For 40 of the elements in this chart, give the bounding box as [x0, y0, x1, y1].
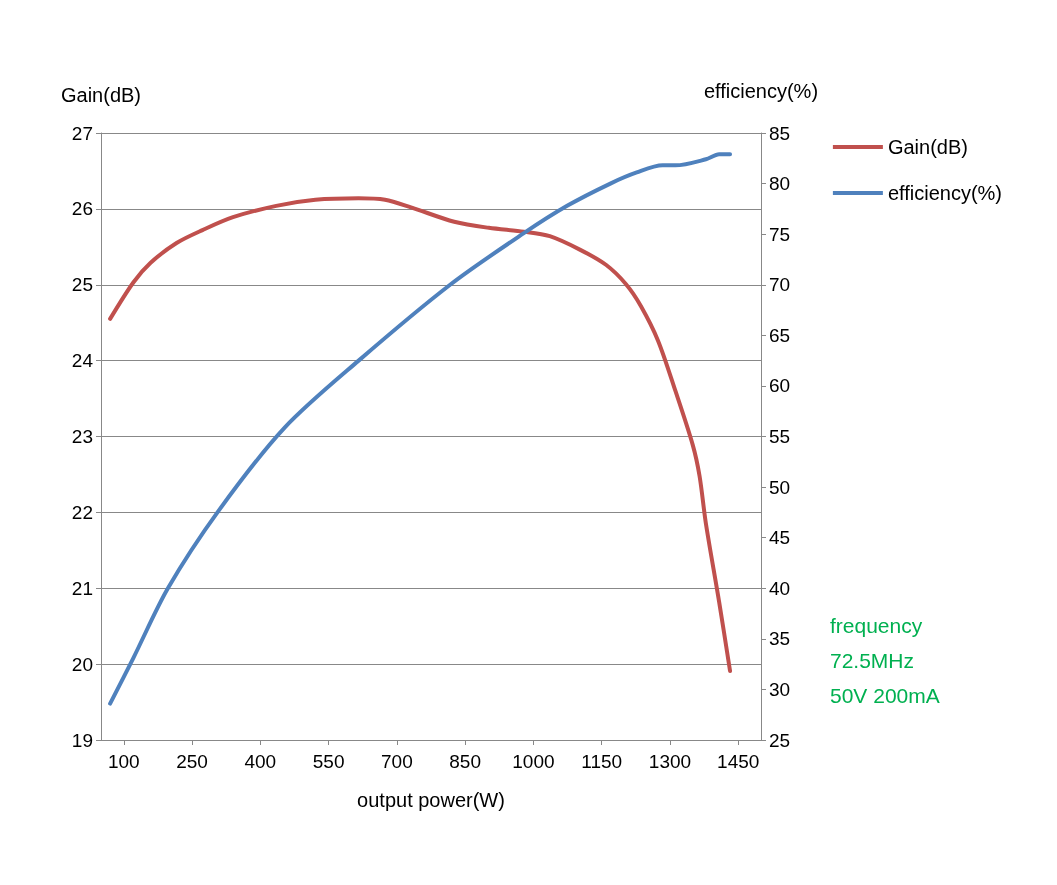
y2-axis-title: efficiency(%) — [703, 80, 819, 102]
x-tick-label: 850 — [449, 751, 481, 772]
y2-tick-label: 45 — [769, 527, 791, 549]
text: 50V 200mA — [830, 684, 940, 707]
x-tick-label: 1300 — [648, 751, 692, 772]
x-tick-label: 100 — [107, 751, 140, 772]
y-tick-label: 26 — [71, 198, 93, 220]
y2-tick-label: 75 — [769, 223, 791, 245]
text: 72.5MHz — [830, 649, 915, 672]
y2-tick-label: 25 — [769, 729, 791, 751]
y-tick-label: 27 — [71, 122, 93, 144]
y-tick-label: 22 — [71, 501, 93, 523]
y-tick-label: 20 — [71, 653, 93, 675]
y2-tick-label: 70 — [769, 274, 791, 296]
y2-tick-label: 80 — [769, 173, 791, 195]
x-tick-label: 400 — [244, 751, 277, 772]
y2-tick-label: 60 — [769, 375, 791, 397]
legend-label: Gain(dB) — [887, 136, 968, 158]
y2-tick-label: 85 — [769, 122, 791, 144]
y2-tick-label: 50 — [769, 476, 791, 498]
x-tick-label: 550 — [312, 751, 345, 772]
y2-tick-label: 30 — [769, 678, 791, 700]
y2-tick-label: 55 — [769, 426, 791, 447]
y-axis-title: Gain(dB) — [60, 84, 142, 106]
y-tick-label: 19 — [71, 729, 93, 751]
legend-label: efficiency(%) — [887, 182, 1003, 204]
y-tick-label: 23 — [71, 426, 93, 447]
text: frequency — [830, 614, 923, 637]
x-axis-title: output power(W) — [357, 789, 505, 811]
y2-tick-label: 35 — [769, 628, 791, 650]
y-tick-label: 21 — [71, 577, 93, 599]
x-tick-label: 1450 — [717, 751, 760, 772]
x-tick-label: 1000 — [512, 751, 555, 772]
y2-tick-label: 65 — [769, 324, 791, 346]
y2-tick-label: 40 — [769, 577, 791, 599]
y-tick-label: 25 — [71, 274, 93, 296]
x-tick-label: 250 — [176, 751, 208, 772]
y-tick-label: 24 — [71, 350, 94, 372]
x-tick-label: 700 — [381, 751, 413, 772]
x-tick-label: 1150 — [581, 751, 623, 772]
